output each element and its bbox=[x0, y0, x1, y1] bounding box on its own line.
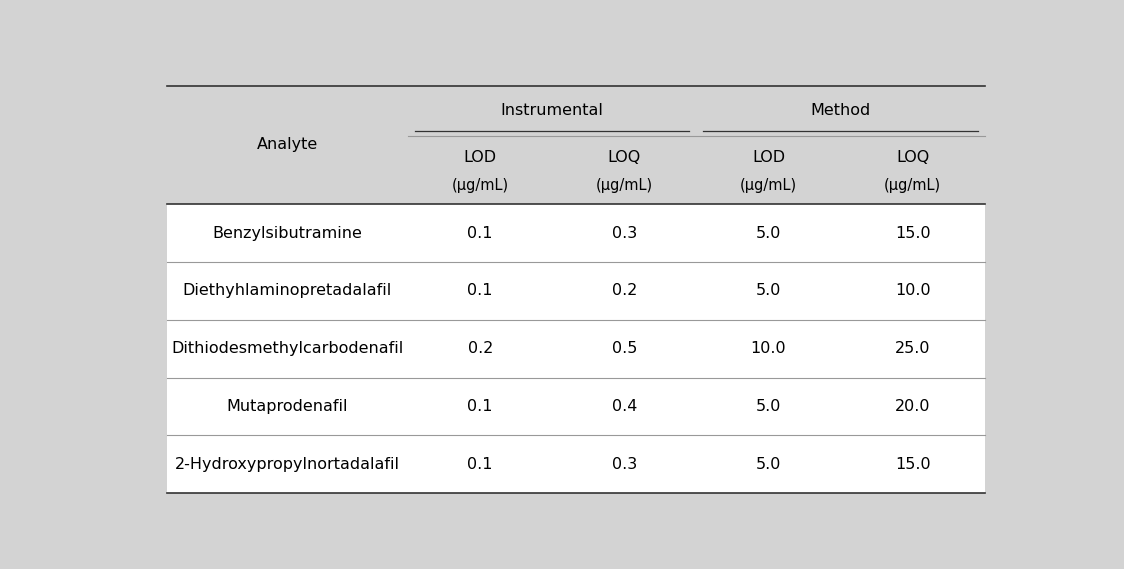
Text: Dithiodesmethylcarbodenafil: Dithiodesmethylcarbodenafil bbox=[171, 341, 404, 356]
Text: 15.0: 15.0 bbox=[895, 457, 931, 472]
Text: 0.5: 0.5 bbox=[611, 341, 637, 356]
Text: 5.0: 5.0 bbox=[755, 457, 781, 472]
Text: Benzylsibutramine: Benzylsibutramine bbox=[212, 225, 362, 241]
Text: 5.0: 5.0 bbox=[755, 283, 781, 298]
Bar bbox=[166, 86, 986, 204]
Text: Mutaprodenafil: Mutaprodenafil bbox=[227, 399, 348, 414]
Text: 10.0: 10.0 bbox=[895, 283, 931, 298]
Text: 0.1: 0.1 bbox=[468, 283, 493, 298]
Text: 0.1: 0.1 bbox=[468, 457, 493, 472]
Text: Analyte: Analyte bbox=[256, 138, 318, 152]
Text: LOD: LOD bbox=[752, 150, 785, 164]
Text: (μg/mL): (μg/mL) bbox=[452, 178, 509, 193]
Text: 10.0: 10.0 bbox=[751, 341, 787, 356]
Text: 0.2: 0.2 bbox=[468, 341, 493, 356]
Text: 2-Hydroxypropylnortadalafil: 2-Hydroxypropylnortadalafil bbox=[175, 457, 400, 472]
Text: 5.0: 5.0 bbox=[755, 225, 781, 241]
Text: LOQ: LOQ bbox=[896, 150, 930, 164]
Bar bbox=[166, 204, 986, 493]
Text: 5.0: 5.0 bbox=[755, 399, 781, 414]
Text: 0.3: 0.3 bbox=[611, 225, 637, 241]
Text: LOD: LOD bbox=[464, 150, 497, 164]
Text: Diethyhlaminopretadalafil: Diethyhlaminopretadalafil bbox=[183, 283, 392, 298]
Text: Method: Method bbox=[810, 104, 871, 118]
Text: (μg/mL): (μg/mL) bbox=[596, 178, 653, 193]
Text: 0.4: 0.4 bbox=[611, 399, 637, 414]
Text: (μg/mL): (μg/mL) bbox=[740, 178, 797, 193]
Text: (μg/mL): (μg/mL) bbox=[885, 178, 941, 193]
Text: Instrumental: Instrumental bbox=[501, 104, 604, 118]
Text: LOQ: LOQ bbox=[608, 150, 641, 164]
Text: 15.0: 15.0 bbox=[895, 225, 931, 241]
Text: 0.1: 0.1 bbox=[468, 399, 493, 414]
Text: 20.0: 20.0 bbox=[895, 399, 931, 414]
Text: 0.3: 0.3 bbox=[611, 457, 637, 472]
Text: 0.1: 0.1 bbox=[468, 225, 493, 241]
Text: 25.0: 25.0 bbox=[895, 341, 931, 356]
Text: 0.2: 0.2 bbox=[611, 283, 637, 298]
